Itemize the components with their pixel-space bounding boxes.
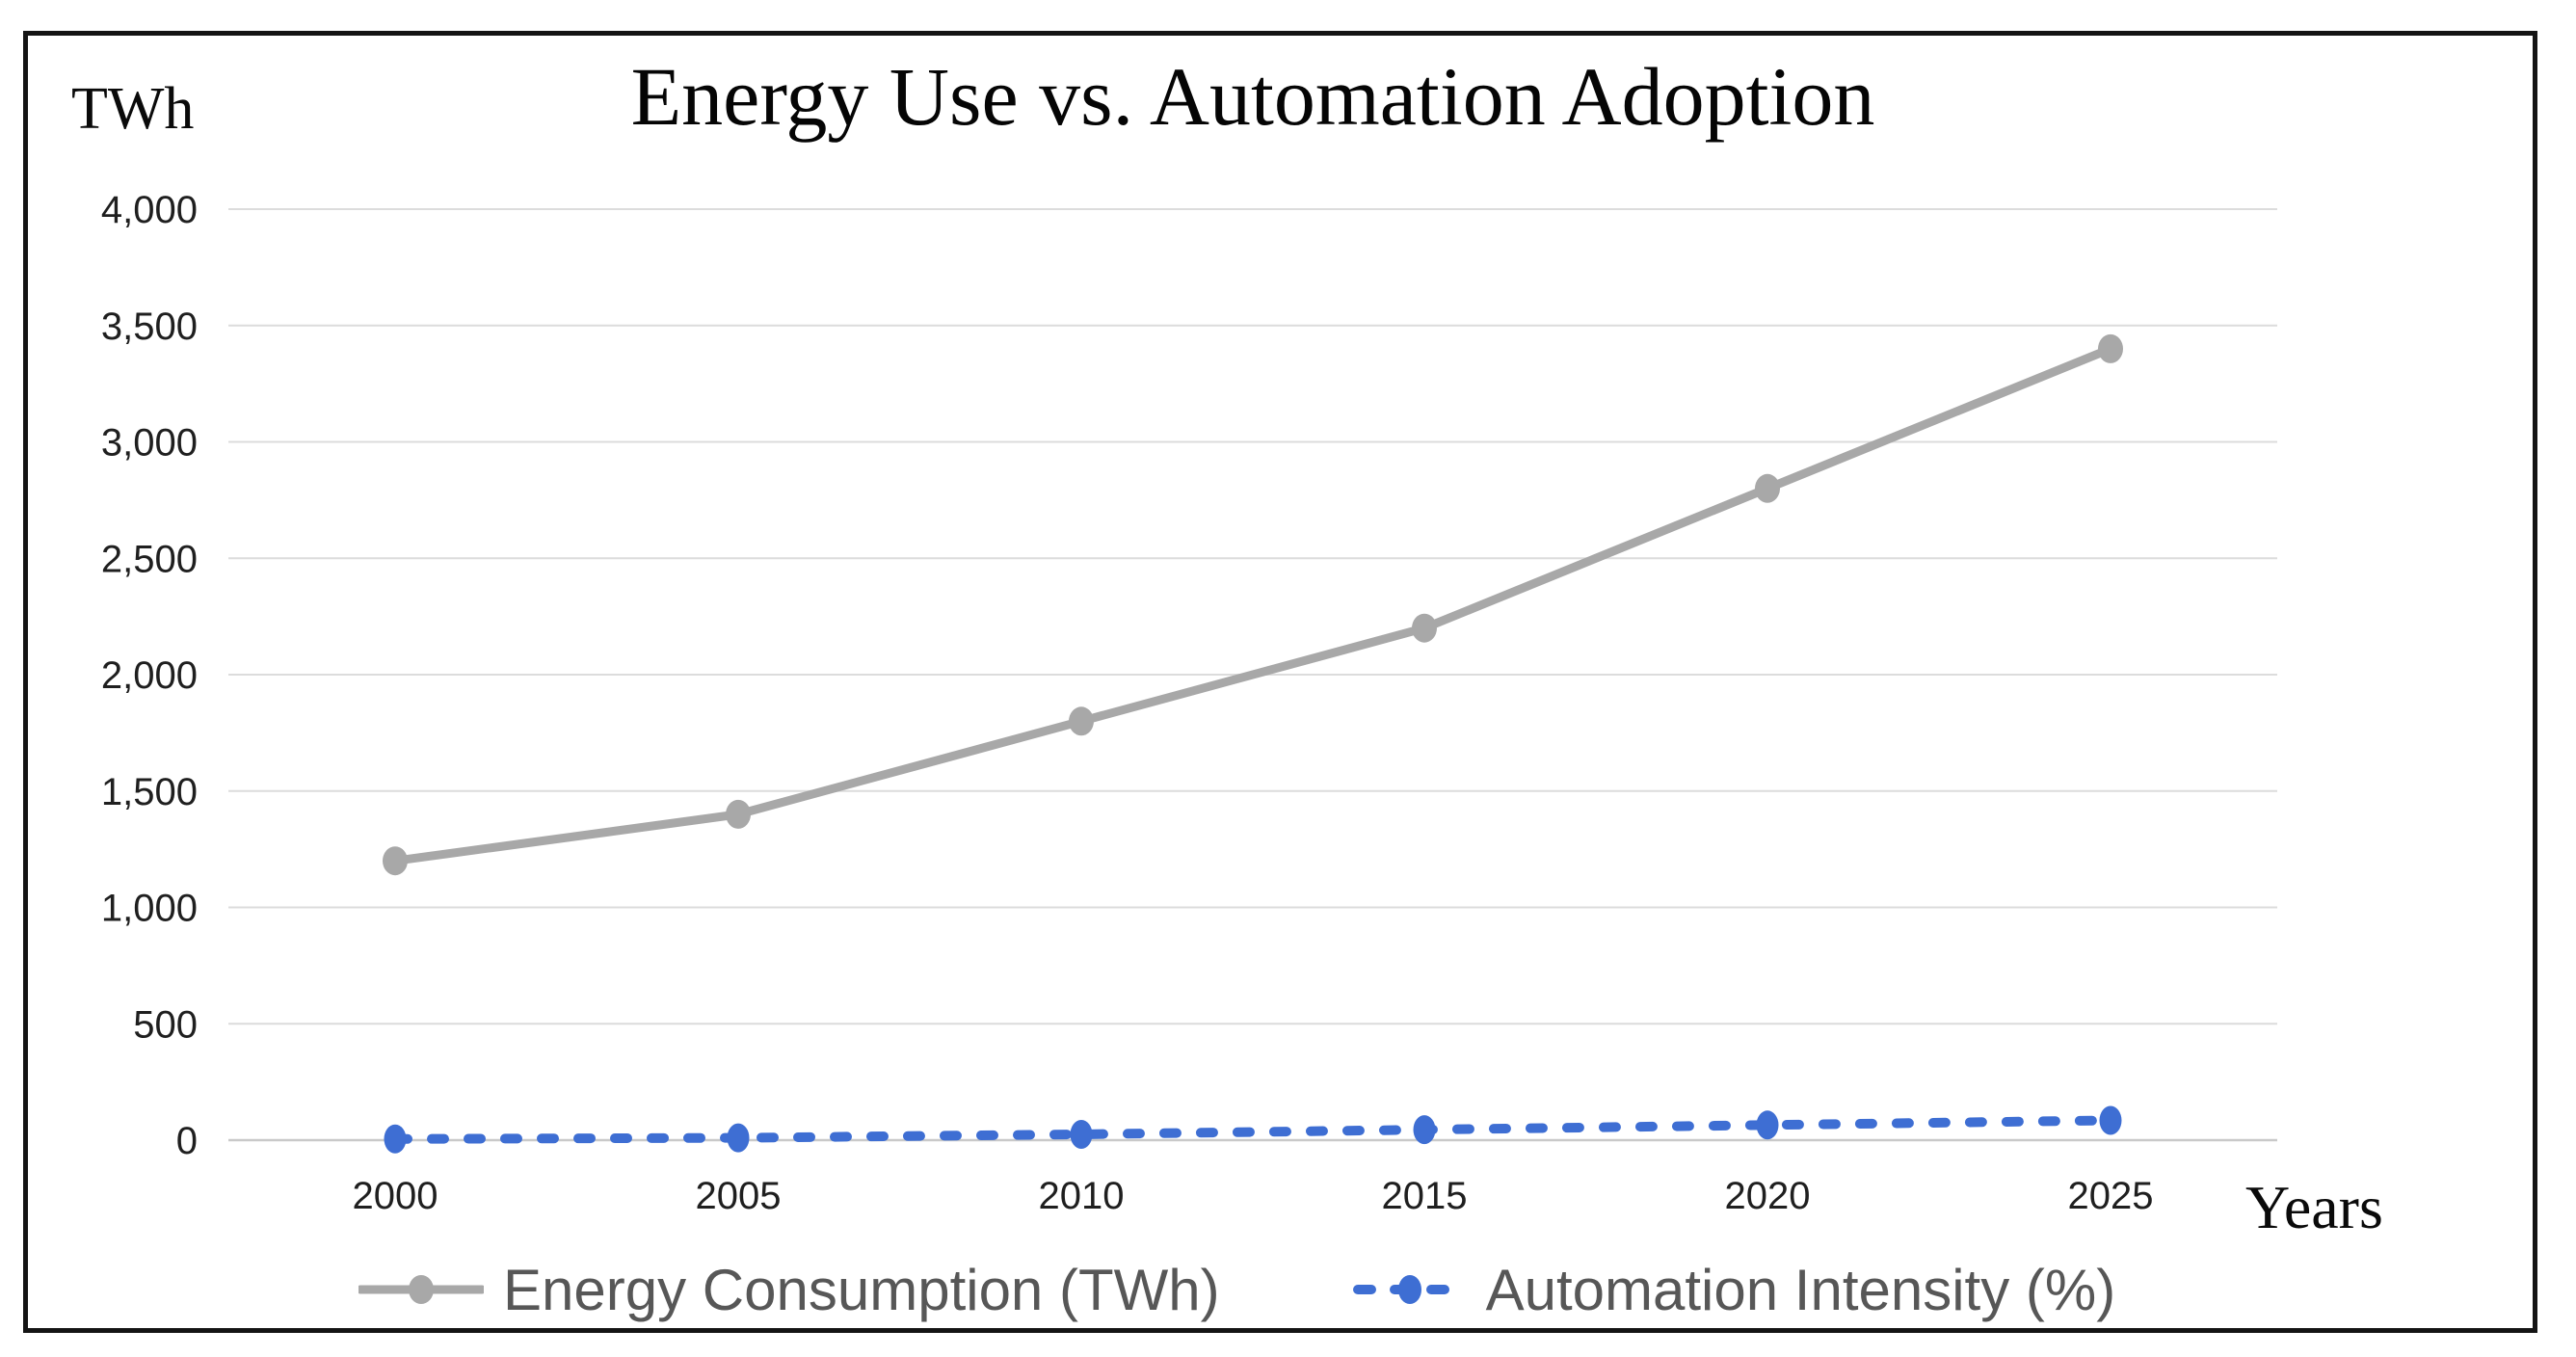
x-tick-label: 2010	[1039, 1175, 1125, 1217]
x-tick-label: 2025	[2068, 1175, 2154, 1217]
data-point-marker	[726, 799, 751, 829]
y-tick-label: 0	[176, 1120, 198, 1162]
data-point-marker	[1412, 613, 1437, 643]
series-line-1	[390, 1115, 2115, 1144]
x-axis-label: Years	[2245, 1173, 2383, 1241]
y-tick-label: 1,500	[101, 771, 198, 813]
y-axis-unit-label: TWh	[71, 76, 195, 142]
x-tick-label: 2015	[1382, 1175, 1468, 1217]
data-point-marker	[1070, 1119, 1093, 1149]
legend-label-automation-intensity: Automation Intensity (%)	[1485, 1257, 2116, 1322]
data-point-marker	[1069, 706, 1094, 736]
x-tick-label: 2020	[1725, 1175, 1811, 1217]
data-point-marker	[383, 846, 408, 876]
data-point-marker	[727, 1123, 750, 1153]
data-point-marker	[2099, 1105, 2122, 1135]
y-tick-label: 500	[133, 1003, 198, 1046]
data-point-marker	[1413, 1115, 1436, 1145]
data-point-marker	[384, 1124, 407, 1154]
series-line-0	[390, 344, 2115, 865]
y-tick-label: 3,500	[101, 306, 198, 348]
automation-series-swatch-icon	[1352, 1275, 1467, 1304]
data-point-marker	[1755, 473, 1780, 503]
y-tick-label: 1,000	[101, 888, 198, 930]
legend-label-energy-consumption: Energy Consumption (TWh)	[503, 1257, 1220, 1322]
y-tick-label: 3,000	[101, 422, 198, 465]
data-point-marker	[1756, 1110, 1779, 1140]
chart-title: Energy Use vs. Automation Adoption	[630, 50, 1875, 143]
energy-series-swatch-icon	[359, 1275, 484, 1304]
x-tick-label: 2005	[696, 1175, 782, 1217]
y-tick-label: 2,500	[101, 538, 198, 580]
x-tick-label: 2000	[353, 1175, 438, 1217]
data-point-marker	[2098, 333, 2123, 363]
legend-item-energy-consumption: Energy Consumption (TWh)	[359, 1257, 1220, 1323]
y-tick-label: 2,000	[101, 654, 198, 697]
chart-legend: Energy Consumption (TWh) Automation Inte…	[359, 1253, 2115, 1326]
y-tick-label: 4,000	[101, 189, 198, 231]
legend-item-automation-intensity: Automation Intensity (%)	[1352, 1257, 2116, 1323]
